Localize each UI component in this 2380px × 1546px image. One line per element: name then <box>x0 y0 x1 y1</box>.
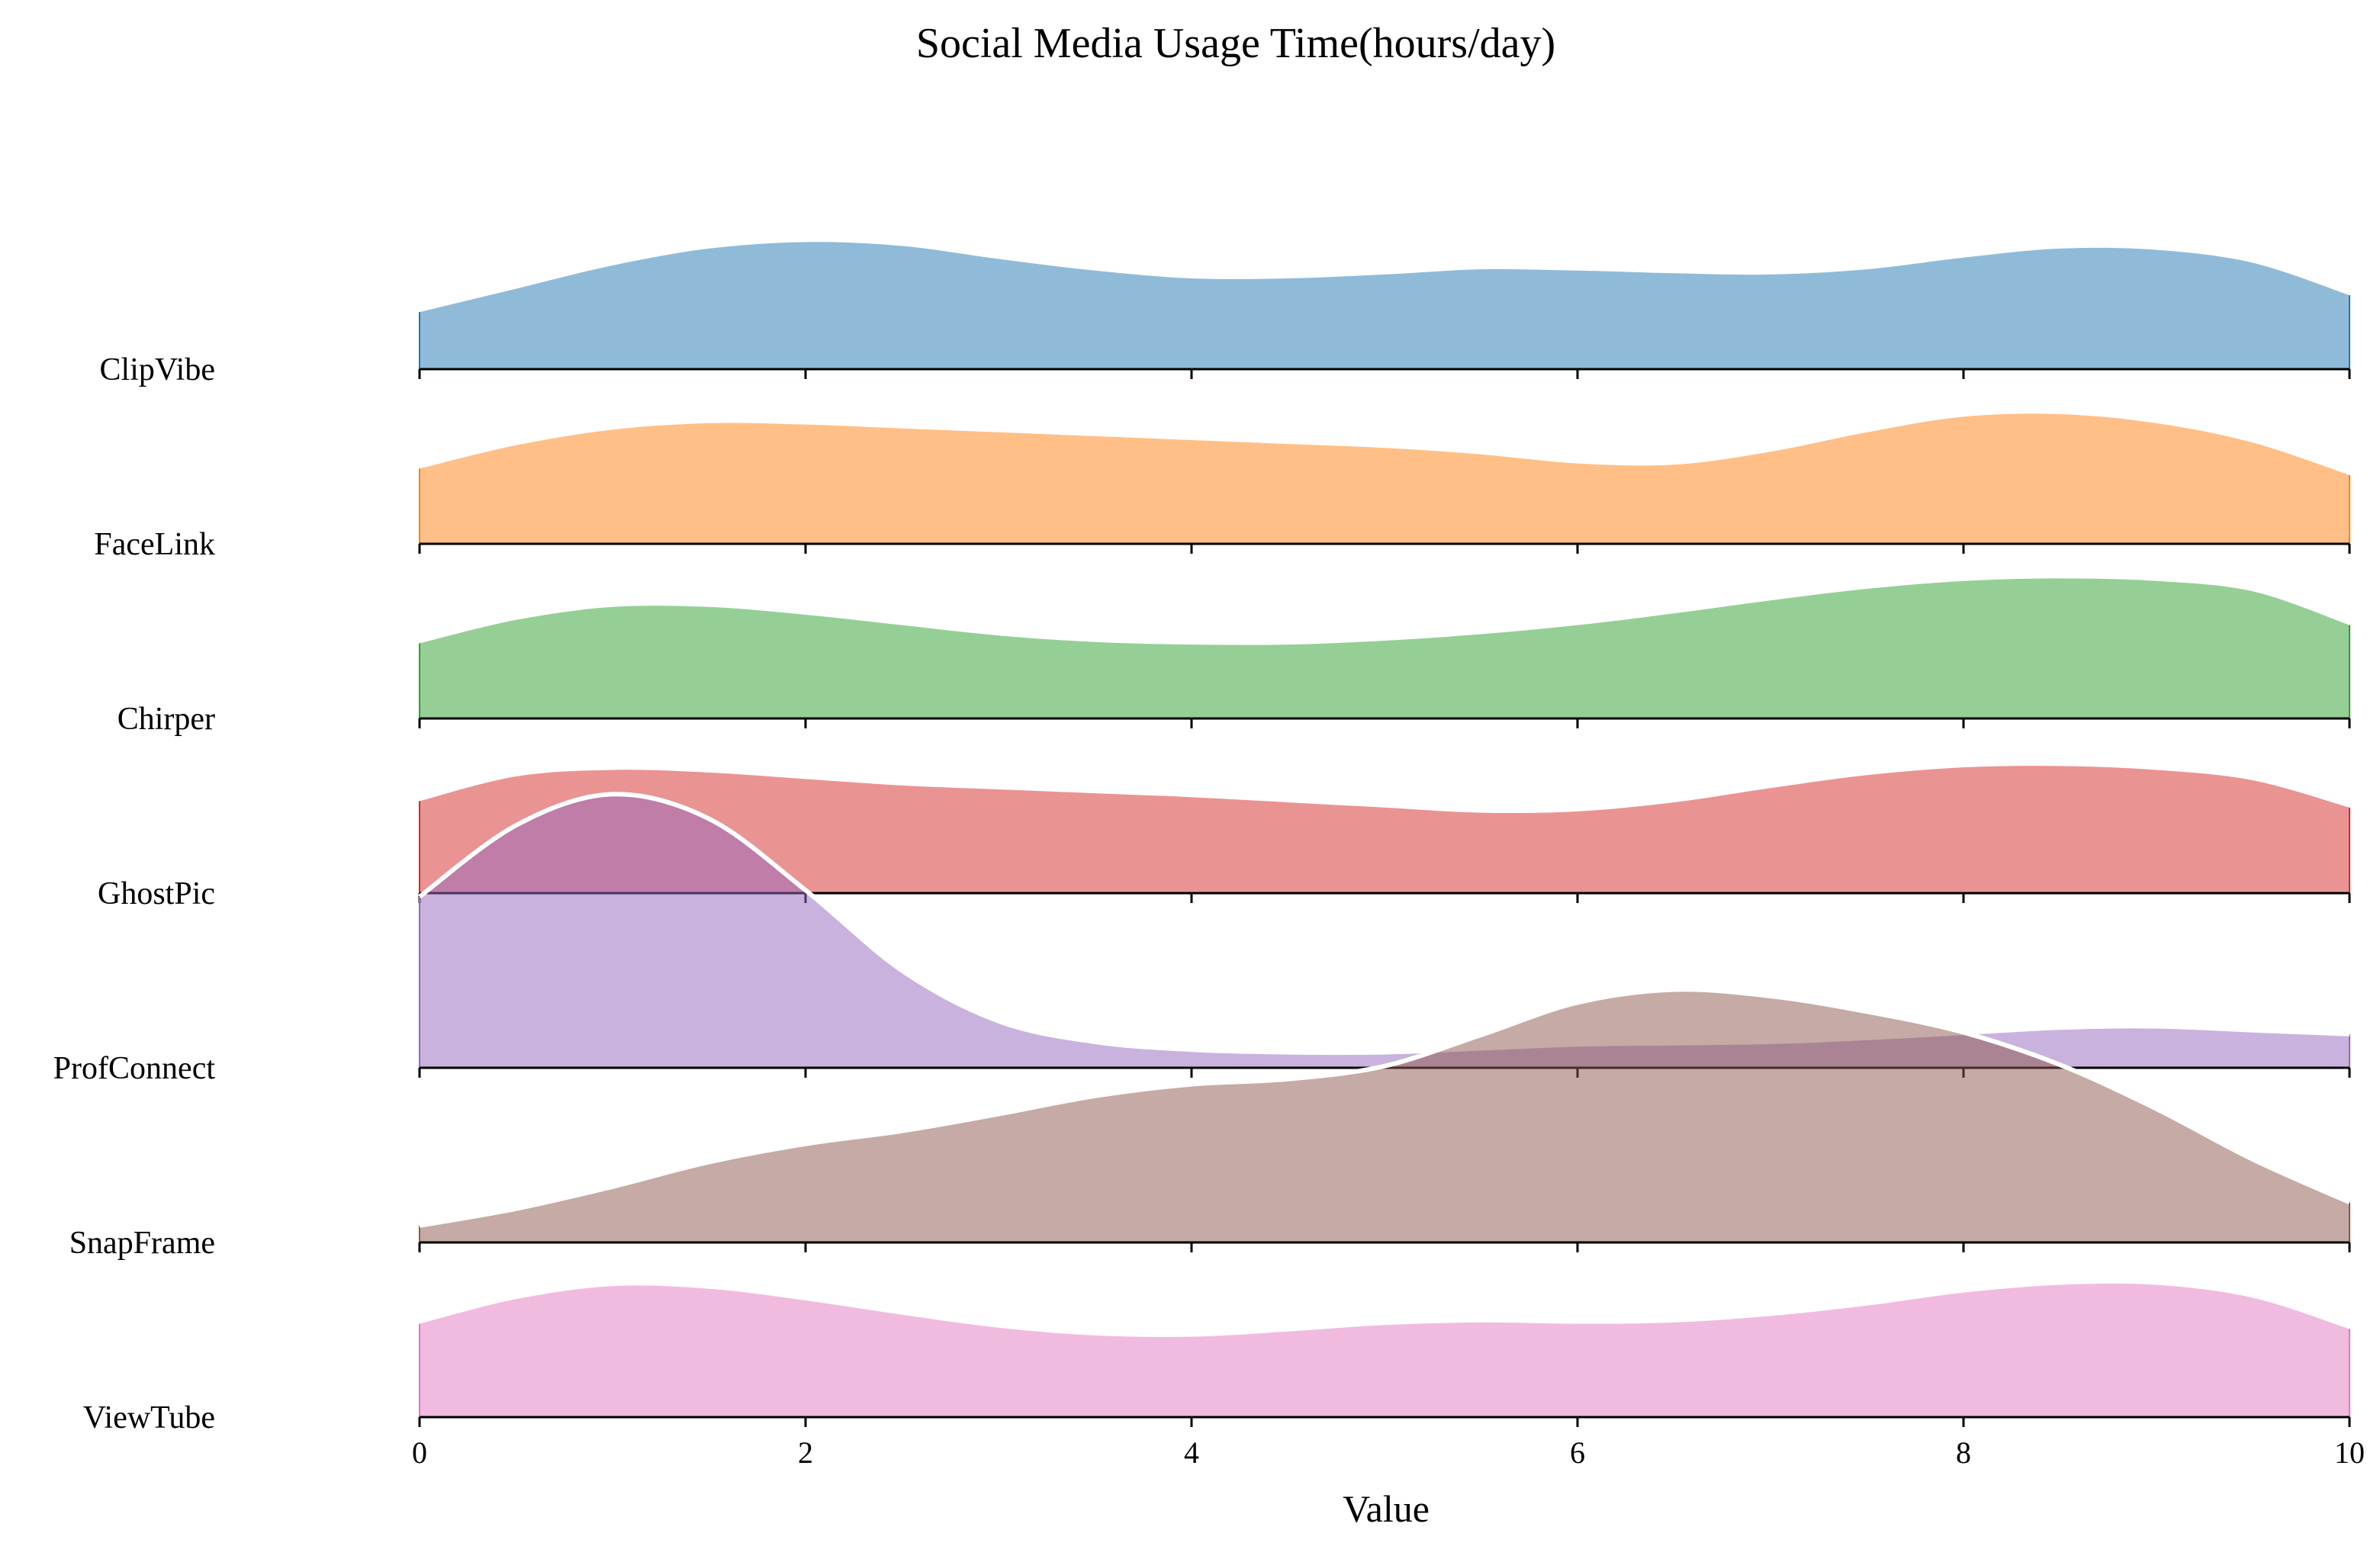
category-label-facelink: FaceLink <box>94 527 215 562</box>
category-label-profconnect: ProfConnect <box>53 1051 216 1086</box>
x-tick-label-6: 6 <box>1570 1435 1585 1470</box>
x-axis-ticks: 0 2 4 6 8 10 <box>412 1435 2365 1470</box>
ridge-area-facelink <box>420 413 2349 544</box>
ridge-outline-profconnect <box>418 792 2350 1056</box>
x-tick-label-8: 8 <box>1956 1435 1971 1470</box>
ridge-area-viewtube <box>420 1283 2349 1417</box>
chart-title: Social Media Usage Time(hours/day) <box>916 20 1555 67</box>
ridge-snapframe: SnapFrame <box>69 987 2351 1261</box>
x-tick-label-0: 0 <box>412 1435 427 1470</box>
category-label-clipvibe: ClipVibe <box>100 352 215 387</box>
ridge-area-clipvibe <box>420 242 2349 369</box>
ridges: ClipVibe FaceLink Chirper GhostPic ProfConne… <box>53 242 2351 1435</box>
ridge-chirper: Chirper <box>117 578 2351 737</box>
ridge-area-chirper <box>420 578 2349 718</box>
ridge-viewtube: ViewTube <box>83 1283 2351 1435</box>
ridge-area-profconnect <box>420 794 2349 1068</box>
x-axis-label: Value <box>1343 1487 1430 1530</box>
ridge-clipvibe: ClipVibe <box>100 242 2351 387</box>
x-tick-label-4: 4 <box>1184 1435 1199 1470</box>
ridge-outline-snapframe <box>419 987 2351 1228</box>
x-tick-label-10: 10 <box>2334 1435 2365 1470</box>
ridge-area-snapframe <box>420 989 2349 1242</box>
x-tick-label-2: 2 <box>798 1435 813 1470</box>
category-label-snapframe: SnapFrame <box>69 1226 215 1261</box>
category-label-chirper: Chirper <box>117 702 215 737</box>
category-label-ghostpic: GhostPic <box>98 876 215 911</box>
category-label-viewtube: ViewTube <box>83 1400 215 1435</box>
ridge-area-ghostpic <box>420 766 2349 893</box>
ridge-facelink: FaceLink <box>94 413 2351 562</box>
